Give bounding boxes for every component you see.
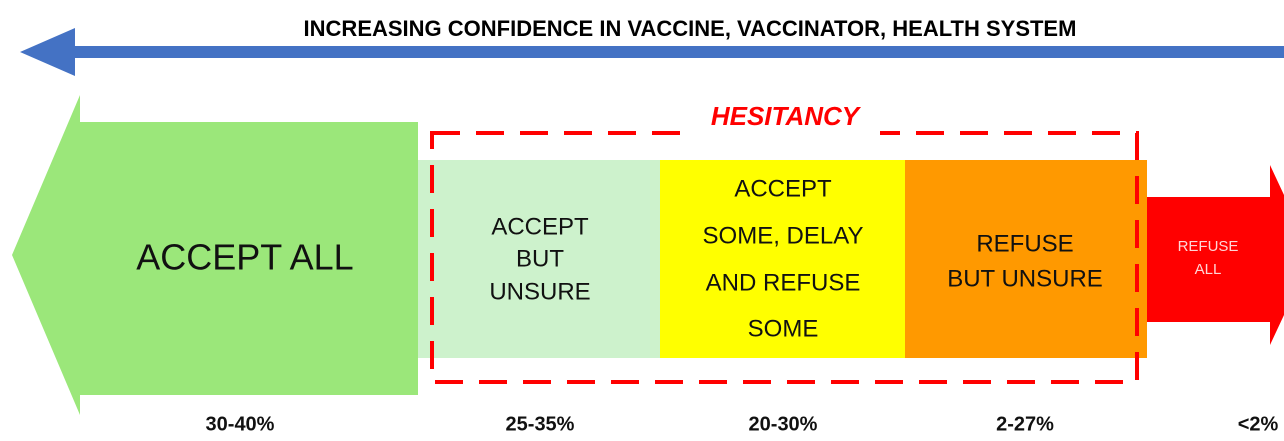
segment-label: SOME, DELAY — [703, 222, 864, 249]
segment-label: REFUSE — [976, 230, 1073, 257]
segment-percent: 2-27% — [996, 413, 1054, 435]
accept-some-box — [660, 160, 905, 358]
header-title: INCREASING CONFIDENCE IN VACCINE, VACCIN… — [304, 16, 1077, 41]
segment-label: ALL — [1195, 261, 1222, 278]
segment-percent: 25-35% — [506, 413, 575, 435]
accept-unsure-box — [418, 160, 660, 358]
segment-percent: 30-40% — [206, 413, 275, 435]
segment-label: ACCEPT ALL — [136, 237, 353, 278]
segment-label: AND REFUSE — [706, 269, 861, 296]
segment-label: BUT — [516, 245, 564, 272]
refuse-all-arrow — [1147, 165, 1284, 345]
segment-label: UNSURE — [489, 278, 590, 305]
segment-label: SOME — [748, 315, 819, 342]
segment-percent: <2% — [1238, 413, 1279, 435]
segment-label: REFUSE — [1178, 238, 1239, 255]
hesitancy-label-bg — [690, 104, 880, 136]
segment-label: BUT UNSURE — [947, 265, 1103, 292]
confidence-arrow — [20, 28, 1284, 76]
accept-all-arrow — [12, 95, 418, 415]
hesitancy-label: HESITANCY — [711, 101, 862, 131]
refuse-unsure-box — [905, 160, 1147, 358]
segment-percent: 20-30% — [749, 413, 818, 435]
segment-label: ACCEPT — [491, 213, 589, 240]
segment-label: ACCEPT — [734, 175, 832, 202]
